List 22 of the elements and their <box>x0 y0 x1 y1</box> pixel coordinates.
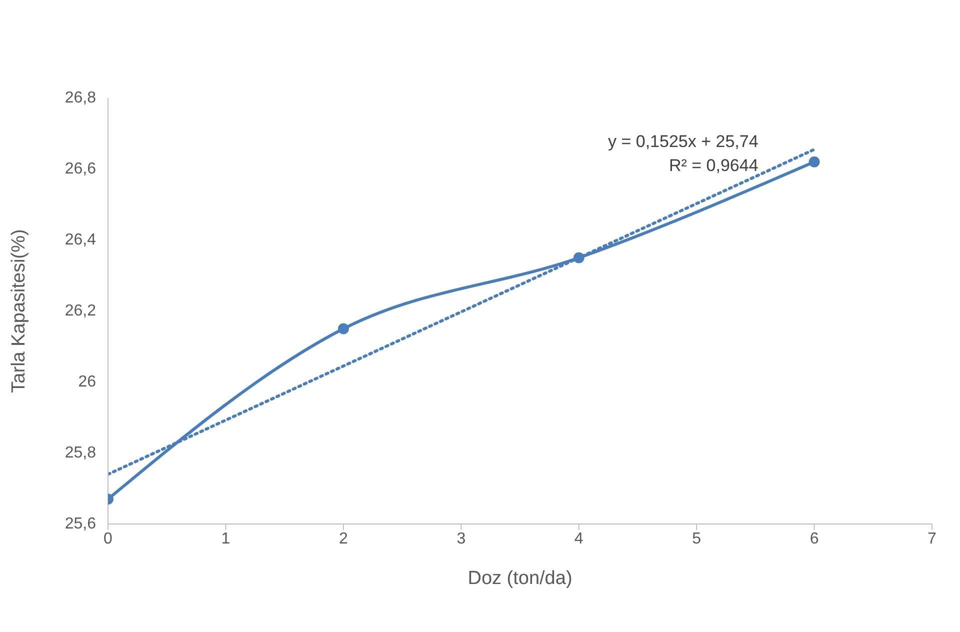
point <box>808 156 820 168</box>
y-tick-label: 26,6 <box>64 160 96 178</box>
x-tick-label: 1 <box>221 530 230 548</box>
annotation: y = 0,1525x + 25,74 <box>608 131 758 153</box>
y-axis-title: Tarla Kapasitesi(%) <box>8 229 30 393</box>
x-tick-label: 4 <box>574 530 584 548</box>
y-tick-label: 26,8 <box>64 90 96 106</box>
annotation: R² = 0,9644 <box>668 155 758 177</box>
y-tick-label: 25,6 <box>64 516 96 532</box>
point <box>573 252 584 264</box>
y-tick-label: 26 <box>78 374 96 390</box>
point <box>338 323 349 334</box>
x-tick-label: 2 <box>338 530 348 548</box>
x-tick-label: 3 <box>456 530 466 548</box>
x-tick-label: 7 <box>928 530 937 548</box>
x-tick-label: 5 <box>692 530 702 548</box>
y-tick-label: 26,2 <box>64 302 96 320</box>
x-tick-label: 6 <box>810 530 819 548</box>
y-tick-label: 25,8 <box>64 444 96 462</box>
y-tick-label: 26,4 <box>64 232 96 248</box>
x-axis-title: Doz (ton/da) <box>468 568 572 589</box>
x-tick-label: 0 <box>104 530 113 548</box>
